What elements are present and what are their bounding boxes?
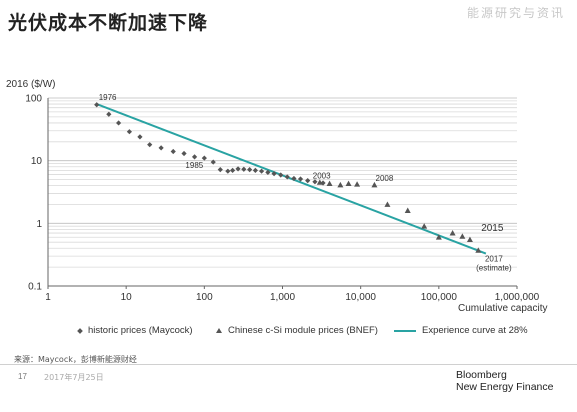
data-point-historic (258, 168, 265, 174)
data-point-historic (94, 102, 100, 108)
data-point-module (337, 181, 344, 188)
annotation-label: 1985 (185, 161, 203, 170)
data-point-historic (147, 142, 153, 148)
data-point-module (345, 180, 352, 187)
data-point-historic (320, 180, 326, 186)
data-point-module (404, 207, 411, 213)
data-point-historic (305, 178, 311, 184)
data-point-module (384, 201, 391, 207)
brand-line-2: New Energy Finance (456, 381, 554, 393)
data-point-module (316, 179, 323, 185)
legend-label: Experience curve at 28% (422, 325, 528, 336)
source-note: 来源：Maycock，彭博新能源财经 (14, 355, 137, 364)
diamond-marker-icon (77, 327, 83, 334)
annotation-label: 2008 (376, 174, 394, 183)
data-point-historic (230, 167, 236, 173)
x-tick-label: 100 (196, 292, 213, 303)
experience-curve-line (96, 103, 487, 255)
y-tick-label: 0.1 (28, 282, 42, 293)
annotation-label: (estimate) (476, 264, 512, 273)
line-marker-icon (394, 329, 416, 332)
annotation-label: 2015 (481, 223, 504, 234)
x-axis-label: Cumulative capacity (458, 303, 548, 314)
x-tick-label: 1,000 (270, 292, 295, 303)
data-point-historic (137, 134, 143, 140)
data-point-module (326, 180, 333, 187)
data-point-historic (297, 176, 304, 182)
data-point-historic (278, 172, 284, 178)
data-point-historic (170, 148, 176, 155)
x-tick-label: 1 (45, 292, 51, 303)
legend-label: historic prices (Maycock) (88, 325, 193, 336)
annotation-label: 1976 (99, 93, 117, 102)
data-point-historic (210, 159, 216, 165)
y-tick-label: 100 (25, 94, 42, 105)
data-point-historic (252, 167, 258, 173)
data-point-historic (115, 120, 122, 126)
data-point-historic (291, 175, 297, 182)
legend-label: Chinese c-Si module prices (BNEF) (228, 325, 378, 336)
data-point-historic (247, 167, 253, 173)
x-tick-label: 1,000,000 (495, 292, 540, 303)
annotation-label: 2017 (485, 255, 503, 264)
data-point-historic (312, 179, 318, 185)
page-title: 光伏成本不断加速下降 (8, 12, 209, 34)
triangle-marker-icon (216, 328, 222, 333)
data-point-historic (241, 166, 247, 172)
data-point-historic (126, 129, 133, 135)
slide-date: 2017年7月25日 (44, 373, 104, 382)
data-point-module (475, 247, 482, 253)
data-point-module (371, 181, 378, 188)
brand-logo: Bloomberg New Energy Finance (456, 369, 553, 393)
x-tick-label: 10 (121, 292, 133, 303)
data-point-historic (284, 174, 290, 180)
y-tick-label: 10 (31, 156, 43, 167)
data-point-module (421, 223, 428, 229)
data-point-historic (201, 155, 207, 161)
legend-item-historic-prices: historic prices (Maycock) (77, 325, 193, 336)
data-point-module (466, 236, 473, 243)
data-point-module (435, 234, 442, 240)
data-point-module (459, 233, 466, 239)
watermark-text: 能源研究与资讯 (466, 6, 565, 20)
y-tick-label: 1 (36, 219, 42, 230)
data-point-historic (191, 154, 198, 160)
data-point-historic (106, 111, 112, 117)
data-point-historic (225, 168, 231, 174)
y-axis-label: 2016 ($/W) (6, 79, 56, 90)
x-tick-label: 100,000 (421, 292, 458, 303)
data-point-module (449, 230, 456, 236)
footer-divider (0, 364, 577, 365)
brand-line-1: Bloomberg (456, 369, 507, 381)
annotation-label: 2003 (313, 172, 331, 181)
legend-item-module-prices: Chinese c-Si module prices (BNEF) (216, 325, 378, 336)
data-point-historic (271, 171, 277, 177)
data-point-historic (217, 167, 223, 173)
data-point-module (354, 181, 361, 187)
legend-item-experience-curve: Experience curve at 28% (394, 325, 528, 336)
data-point-historic (181, 150, 187, 157)
data-point-historic (235, 166, 241, 172)
page-number: 17 (18, 372, 27, 381)
x-tick-label: 10,000 (345, 292, 376, 303)
data-point-historic (265, 169, 271, 175)
data-point-historic (158, 145, 164, 151)
chart-legend: historic prices (Maycock) Chinese c-Si m… (0, 325, 577, 341)
